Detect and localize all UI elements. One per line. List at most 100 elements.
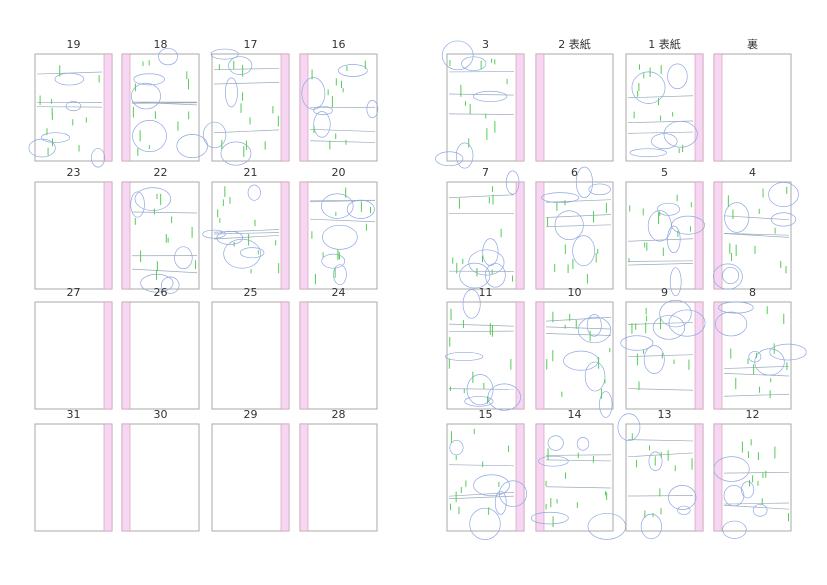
panel-border <box>213 82 280 85</box>
sketch-stroke <box>584 361 606 392</box>
manga-page: 9 <box>620 286 706 410</box>
panel-border <box>545 333 612 336</box>
sketch-stroke <box>202 121 227 149</box>
page-number: 21 <box>244 166 258 179</box>
panel-border <box>448 388 515 390</box>
panel-border <box>545 199 612 203</box>
sketch-stroke <box>459 262 491 289</box>
manga-page: 16 <box>299 38 379 162</box>
gutter-strip <box>535 301 545 410</box>
sketch-stroke <box>473 90 508 102</box>
sketch-stroke <box>718 301 754 314</box>
manga-page: 29 <box>211 408 290 532</box>
page-number: 31 <box>67 408 81 421</box>
manga-page: 24 <box>299 286 378 410</box>
panel-border <box>627 263 694 266</box>
sketch-stroke <box>554 210 584 241</box>
page-frame <box>121 53 200 162</box>
sketch-stroke <box>588 183 611 196</box>
manga-page: 2 表紙 <box>535 37 614 162</box>
panel-border <box>448 93 515 96</box>
page-frame <box>535 423 614 532</box>
gutter-strip <box>694 53 704 162</box>
gutter-strip <box>103 423 113 532</box>
gutter-strip <box>713 53 723 162</box>
page-frame <box>121 423 200 532</box>
panel-border <box>723 215 790 221</box>
sketch-stroke <box>667 225 681 254</box>
panel-border <box>627 439 694 442</box>
sketch-stroke <box>224 77 238 108</box>
page-number: 1 表紙 <box>648 37 681 51</box>
manga-page: 19 <box>28 38 113 168</box>
page-frame <box>446 301 525 410</box>
panel-border <box>545 214 612 218</box>
gutter-strip <box>280 181 290 290</box>
sketch-stroke <box>505 170 520 195</box>
manga-page: 11 <box>444 286 525 411</box>
sketch-stroke <box>176 134 209 159</box>
sketch-stroke <box>576 437 590 451</box>
page-frame <box>625 301 704 410</box>
panel-border <box>723 373 790 377</box>
sketch-stroke <box>321 253 346 269</box>
sketch-stroke <box>617 413 641 442</box>
manga-page: 23 <box>34 166 113 290</box>
sketch-stroke <box>322 224 358 250</box>
sketch-stroke <box>631 71 666 104</box>
sketch-stroke <box>723 485 745 507</box>
page-number: 裏 <box>747 37 758 51</box>
sketch-stroke <box>223 238 261 269</box>
sketch-stroke <box>770 212 797 227</box>
sketch-stroke <box>575 166 593 199</box>
page-frame <box>34 423 113 532</box>
page-number: 28 <box>332 408 346 421</box>
sketch-stroke <box>202 229 226 239</box>
panel-border <box>448 495 515 500</box>
sketch-stroke <box>599 391 613 418</box>
gutter-strip <box>103 53 113 162</box>
sketch-stroke <box>677 505 691 515</box>
manga-page: 25 <box>211 286 290 410</box>
sketch-stroke <box>669 267 682 297</box>
sketch-stroke <box>652 315 686 340</box>
page-frame <box>211 423 290 532</box>
manga-page: 14 <box>530 408 626 540</box>
gutter-strip <box>299 53 309 162</box>
sketch-stroke <box>713 456 750 482</box>
sketch-stroke <box>131 82 161 110</box>
sketch-stroke <box>333 264 347 285</box>
panel-border <box>448 464 515 467</box>
gutter-strip <box>694 181 704 290</box>
panel-border <box>627 495 694 497</box>
sketch-stroke <box>54 72 85 86</box>
gutter-strip <box>121 301 131 410</box>
gutter-strip <box>515 423 525 532</box>
sketch-stroke <box>482 238 499 266</box>
sketch-stroke <box>629 148 667 158</box>
gutter-strip <box>535 423 545 532</box>
panel-border <box>723 233 790 236</box>
sketch-stroke <box>620 335 654 351</box>
sketch-stroke <box>577 316 612 344</box>
sketch-stroke <box>768 182 799 207</box>
panel-border <box>627 131 694 134</box>
gutter-strip <box>515 301 525 410</box>
gutter-strip <box>694 301 704 410</box>
manga-page: 21 <box>202 166 290 290</box>
panel-border <box>131 268 198 274</box>
page-frame <box>299 423 378 532</box>
manga-page: 4 <box>713 166 799 290</box>
page-frame <box>34 53 113 162</box>
gutter-strip <box>713 181 723 290</box>
panel-border <box>545 459 612 462</box>
panel-border <box>627 95 694 99</box>
page-number: 8 <box>749 286 756 299</box>
page-frame <box>446 423 525 532</box>
gutter-strip <box>103 301 113 410</box>
page-frame <box>121 301 200 410</box>
page-number: 27 <box>67 286 81 299</box>
page-number: 9 <box>661 286 668 299</box>
sketch-stroke <box>586 314 602 337</box>
sketch-stroke <box>547 435 564 451</box>
